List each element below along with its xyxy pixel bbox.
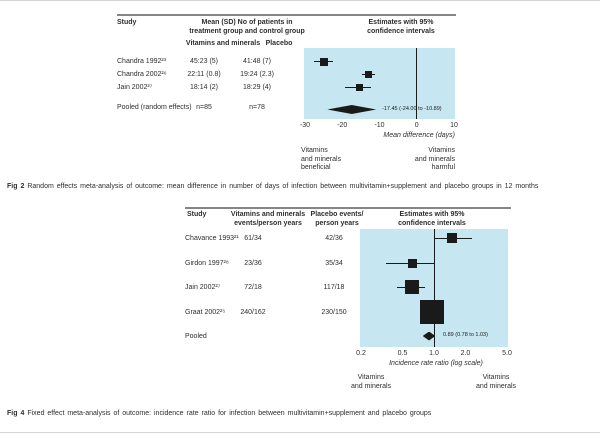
zero-reference-line [433,229,435,347]
fig4-caption-text: Fixed effect meta-analysis of outcome: i… [27,410,432,417]
fig2-caption-text: Random effects meta-analysis of outcome:… [27,183,539,190]
table-row: Chandra 2002²⁶ 22:11 (0.8) 19:24 (2.3) [0,70,600,79]
axis-tick-label: -10 [374,122,385,129]
placebo-value-cell: 42/36 [325,235,343,242]
table-row: Graat 2002²⁵ 240/162 230/150 [0,308,600,317]
fig2-caption: Fig 2 Random effects meta-analysis of out… [7,182,538,191]
fig2-x-axis-label: Mean difference (days) [383,132,455,139]
table-row: Jain 2002²⁷ 18:14 (2) 18:29 (4) [0,83,600,92]
fig2-col-header-vitamins: Vitamins and minerals [185,40,261,47]
fig4-estimates-header: Estimates with 95% confidence intervals [398,211,466,227]
vitamins-value-cell: 240/162 [240,309,266,316]
study-name-cell: Jain 2002²⁷ [117,84,153,91]
study-name-cell: Pooled [185,333,207,340]
fig4-plot-area: 0.89 (0.78 to 1.03) [360,229,508,347]
study-name-cell: Chandra 1992²³ [117,58,167,65]
effect-square-marker [447,233,458,243]
vitamins-value-cell: 45:23 (5) [189,58,219,65]
placebo-value-cell: 18:29 (4) [242,84,272,91]
vitamins-value-cell: n=85 [196,104,212,111]
pooled-diamond-marker [422,331,436,341]
placebo-value-cell: n=78 [249,104,265,111]
table-row: Jain 2002²⁷ 72/18 117/18 [0,283,600,292]
fig2-footnote-beneficial: Vitamins and minerals beneficial [301,147,342,171]
axis-tick-label: 0.5 [397,350,408,357]
axis-tick-label: 10 [450,122,458,129]
vitamins-value-cell: 18:14 (2) [189,84,219,91]
fig4-col-header-vitamins: Vitamins and minerals events/person year… [230,211,306,227]
fig4-pooled-estimate-label: 0.89 (0.78 to 1.03) [443,332,488,338]
placebo-value-cell: 230/150 [321,309,347,316]
fig4-footnote-left: Vitamins and minerals [350,374,392,390]
placebo-value-cell: 41:48 (7) [242,58,272,65]
fig2-pooled-estimate-label: -17.45 (-24.00 to -10.89) [382,106,442,112]
pooled-row: Pooled [0,332,600,341]
fig4-study-column-header: Study [187,211,207,218]
zero-reference-line [416,48,418,119]
fig2-group-header: Mean (SD) No of patients in treatment gr… [189,19,305,35]
study-name-cell: Chavance 1993²¹ [185,235,239,242]
fig4-caption-label: Fig 4 [7,410,25,417]
study-name-cell: Girdon 1997²⁸ [185,260,229,267]
study-name-cell: Jain 2002²⁷ [185,284,221,291]
fig2-x-axis-ticks: -30 -20 -10 0 10 [300,122,458,132]
effect-square-marker [405,280,420,294]
placebo-value-cell: 117/18 [323,284,345,291]
fig2-col-header-placebo: Placebo [265,40,293,47]
axis-tick-label: 1.0 [429,350,439,357]
study-name-cell: Pooled (random effects) [117,104,192,111]
effect-square-marker [364,71,372,78]
fig4-top-rule [185,207,511,209]
effect-square-marker [355,84,363,91]
axis-tick-label: 0.2 [356,350,366,357]
axis-tick-label: -30 [299,122,311,129]
vitamins-value-cell: 23/36 [244,260,262,267]
placebo-value-cell: 35/34 [325,260,343,267]
axis-tick-label: 2.0 [460,350,471,357]
vitamins-value-cell: 22:11 (0.8) [187,71,221,78]
pooled-row: Pooled (random effects) n=85 n=78 [0,103,600,112]
table-row: Chavance 1993²¹ 61/34 42/36 [0,234,600,243]
axis-tick-label: 5.0 [502,350,512,357]
fig2-study-column-header: Study [117,19,137,26]
pooled-diamond-marker [327,105,377,114]
vitamins-value-cell: 61/34 [244,235,262,242]
effect-square-marker [319,57,328,66]
effect-square-marker [407,258,417,268]
table-row: Girdon 1997²⁸ 23/36 35/34 [0,259,600,268]
fig2-caption-label: Fig 2 [7,183,25,190]
placebo-value-cell: 19:24 (2.3) [240,71,274,78]
fig4-x-axis-ticks: 0.2 0.5 1.0 2.0 5.0 [356,350,512,360]
fig4-footnote-right: Vitamins and minerals [475,374,517,390]
table-row: Chandra 1992²³ 45:23 (5) 41:48 (7) [0,57,600,66]
fig2-plot-area: -17.45 (-24.00 to -10.89) [304,48,455,119]
fig4-x-axis-label: Incidence rate ratio (log scale) [389,360,483,367]
effect-square-marker [419,300,444,324]
axis-tick-label: 0 [414,122,419,129]
study-name-cell: Chandra 2002²⁶ [117,71,167,78]
fig4-caption: Fig 4 Fixed effect meta-analysis of outco… [7,409,431,418]
axis-tick-label: -20 [337,122,348,129]
vitamins-value-cell: 72/18 [244,284,262,291]
study-name-cell: Graat 2002²⁵ [185,309,226,316]
fig2-footnote-harmful: Vitamins and minerals harmful [414,147,455,171]
fig2-estimates-header: Estimates with 95% confidence intervals [367,19,435,35]
fig2-top-rule [117,14,456,16]
fig4-col-header-placebo: Placebo events/ person years [310,211,364,227]
